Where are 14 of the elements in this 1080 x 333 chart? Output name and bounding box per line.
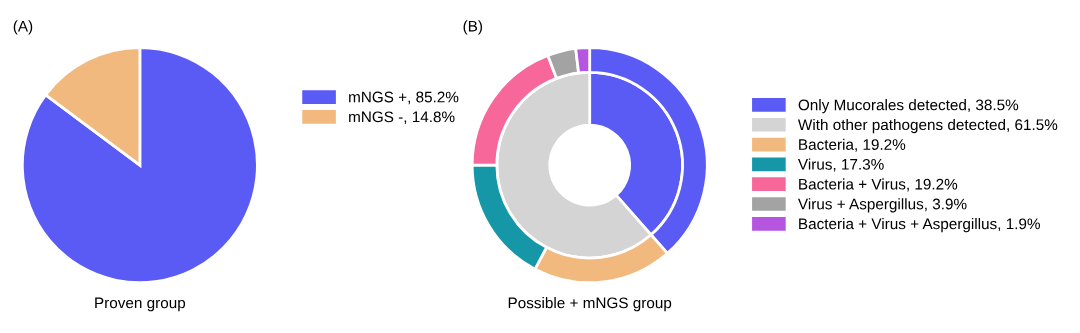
legend-label: Only Mucorales detected, 38.5% [798, 99, 1019, 114]
text: Possible + mNGS group [508, 297, 672, 312]
text: Proven group [95, 297, 186, 312]
legend-label: Virus, 17.3% [797, 158, 884, 172]
chart-title: (A) [13, 20, 33, 35]
legend-label: Bacteria + Virus, 19.2% [799, 178, 958, 192]
pie-slice [20, 46, 259, 285]
legend-label: Virus + Aspergillus, 3.9% [797, 198, 967, 213]
legend-label: Bacteria, 19.2% [799, 138, 906, 152]
legend-label: Bacteria + Virus + Aspergillus, 1.9% [799, 218, 1040, 233]
legend-label: mNGS +, 85.2% [349, 91, 459, 105]
chart-title: (B) [463, 20, 483, 35]
legend-label: mNGS -, 14.8% [349, 111, 455, 125]
legend-label: With other pathogens detected, 61.5% [797, 118, 1058, 134]
